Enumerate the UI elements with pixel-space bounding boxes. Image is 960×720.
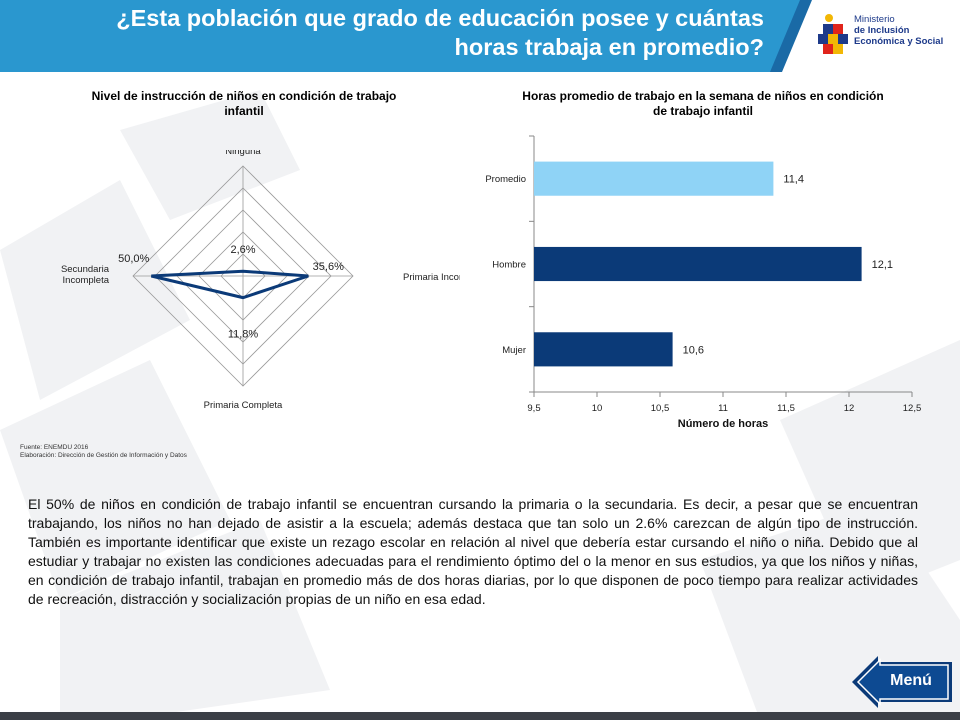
source-note: Fuente: ENEMDU 2016 Elaboración: Direcci… [20,444,187,460]
radar-value-label: 2,6% [230,244,255,256]
logo-text: Ministerio de Inclusión Económica y Soci… [854,14,943,47]
radar-category-label: Ninguna [225,150,261,157]
page-title-line-2: horas trabaja en promedio? [454,34,764,60]
radar-category-label-line: Primaria Incompleta [403,272,460,283]
bar-x-tick-label: 11,5 [777,403,795,414]
source-line-2: Elaboración: Dirección de Gestión de Inf… [20,452,187,459]
bar-x-tick-label: 9,5 [527,403,540,414]
bar-mujer [534,332,673,367]
bar-promedio [534,161,774,196]
header-banner [0,0,960,72]
bar-category-label: Promedio [485,174,526,185]
bar-x-tick-label: 12,5 [903,403,922,414]
bar-x-axis-title: Número de horas [678,418,768,430]
radar-value-label: 11,8% [228,329,259,341]
radar-category-label: Primaria Completa [204,400,283,410]
bar-chart-title: Horas promedio de trabajo en la semana d… [522,89,884,118]
radar-category-label-line: Secundaria [61,264,110,275]
radar-category-label-line: Incompleta [63,275,110,286]
page-title: ¿Esta población que grado de educación p… [44,4,764,62]
ministry-logo: Ministerio de Inclusión Económica y Soci… [818,12,958,60]
bar-category-label: Mujer [502,345,526,356]
radar-value-label: 35,6% [313,261,344,273]
radar-category-label-line: Primaria Completa [204,400,283,410]
bar-category-label: Hombre [492,260,526,271]
page-title-line-1: ¿Esta población que grado de educación p… [116,5,764,31]
bar-x-tick-label: 12 [844,403,855,414]
logo-line-1: Ministerio [854,14,895,25]
radar-category-label: Secundaria Incompleta [61,264,110,286]
bar-x-tick-label: 11 [718,403,728,414]
left-arrow-icon [852,656,952,708]
footer-strip [0,712,960,720]
description-paragraph: El 50% de niños en condición de trabajo … [28,496,918,607]
bar-hombre [534,246,862,282]
radar-category-label: Primaria Incompleta [403,272,460,283]
bar-x-tick-label: 10 [592,403,603,414]
radar-category-label-line: Ninguna [225,150,261,157]
source-line-1: Fuente: ENEMDU 2016 [20,444,89,451]
menu-button[interactable]: Menú [852,656,952,708]
radar-series-line [150,269,309,300]
logo-line-2: de Inclusión [854,25,910,36]
bar-chart: 9,5 10 10,5 11 11,5 12 12,5 Promedio 11,4 Hombre 1… [485,135,922,430]
logo-emblem-icon [818,14,848,54]
bar-value-label: 12,1 [872,259,893,271]
radar-chart: 2,6% 35,6% 11,8% 50,0% Ninguna Primaria Incom… [61,150,460,410]
bar-value-label: 10,6 [683,344,704,356]
logo-line-3: Económica y Social [854,36,944,47]
menu-label: Menú [890,672,932,689]
radar-chart-title: Nivel de instrucción de niños en condici… [91,89,397,118]
bar-x-tick-label: 10,5 [651,403,670,414]
bar-value-label: 11,4 [783,174,804,186]
radar-value-label: 50,0% [118,253,149,265]
